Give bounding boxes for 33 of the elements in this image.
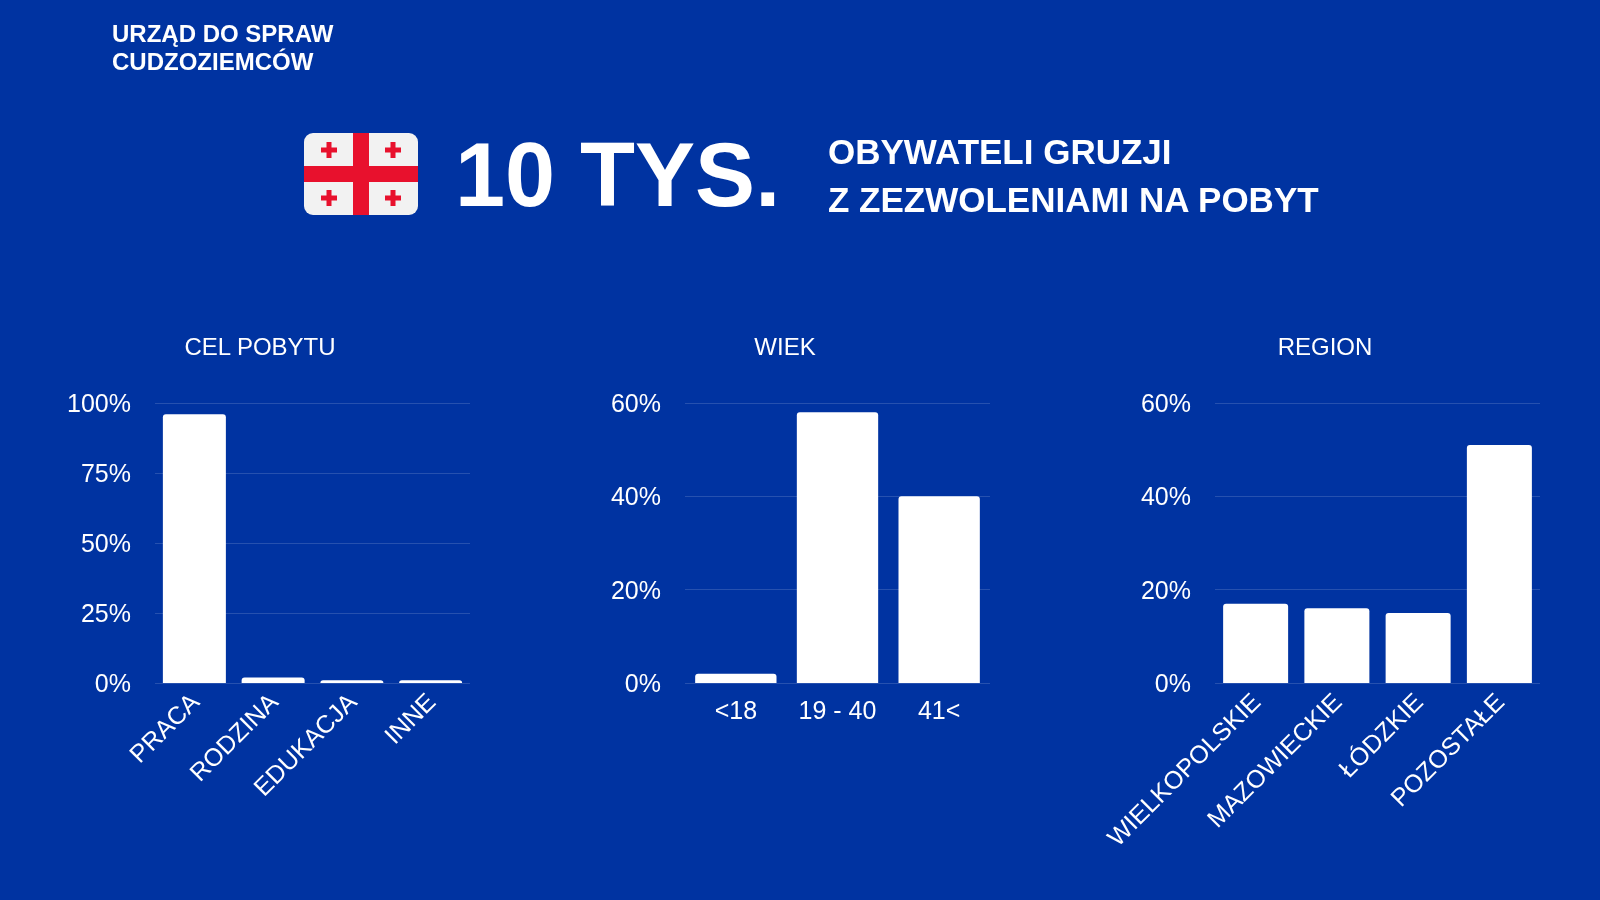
chart-title: REGION [1277, 332, 1373, 360]
chart-title: WIEK [754, 332, 816, 360]
y-tick-label: 20% [610, 575, 661, 604]
bar [162, 414, 226, 683]
y-tick-label: 60% [610, 389, 661, 417]
bar [241, 677, 305, 683]
y-tick-label: 100% [67, 389, 131, 417]
bar [1385, 613, 1451, 683]
text: OBYWATELI GRUZJI Z ZEZWOLENIAMI NA POBYT [828, 131, 1319, 221]
y-tick-label: 0% [1154, 669, 1191, 697]
bar [1223, 603, 1289, 683]
bar [898, 496, 980, 683]
x-tick-label: 41< [917, 695, 961, 724]
text: URZĄD DO SPRAW CUDZOZIEMCÓW [112, 20, 334, 76]
y-tick-label: 25% [80, 599, 131, 627]
y-tick-label: 75% [80, 459, 131, 487]
y-tick-label: 0% [624, 669, 661, 697]
text: 10 TYS. [455, 124, 781, 227]
y-tick-label: 60% [1140, 389, 1191, 417]
bar [1304, 608, 1370, 683]
y-tick-label: 0% [94, 669, 131, 697]
bar [796, 412, 879, 683]
x-tick-label: <18 [714, 695, 758, 724]
y-tick-label: 40% [610, 482, 661, 511]
chart-title: CEL POBYTU [184, 332, 336, 360]
bar [399, 680, 463, 683]
y-tick-label: 20% [1140, 575, 1191, 604]
y-tick-label: 40% [1140, 482, 1191, 511]
x-tick-label: 19 - 40 [798, 695, 877, 724]
bar [695, 673, 777, 683]
bar [1466, 445, 1532, 683]
y-tick-label: 50% [80, 529, 131, 557]
bar [320, 680, 384, 683]
